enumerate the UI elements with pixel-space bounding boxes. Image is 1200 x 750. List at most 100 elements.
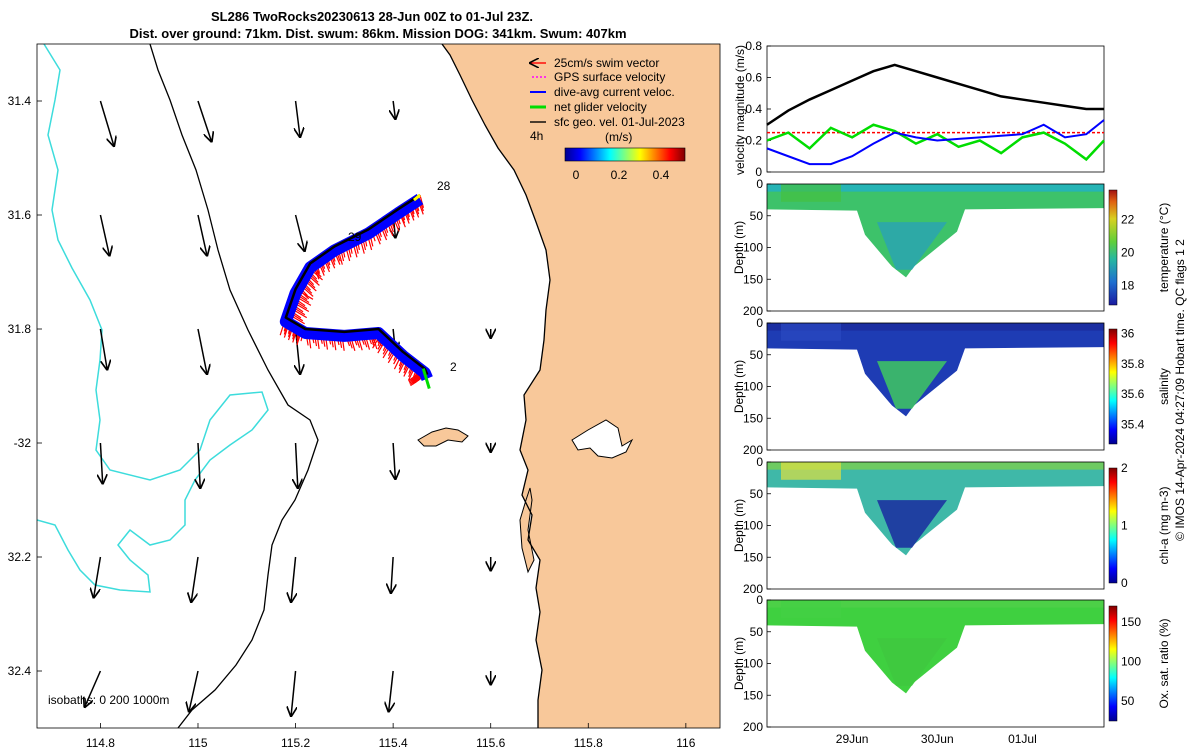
velocity-y-tick-label: 0.8 (745, 39, 762, 53)
section-colorbar-label: chl-a (mg m-3) (1157, 486, 1171, 564)
section-y-tick-label: 200 (743, 443, 763, 457)
legend-dive-avg-current: dive-avg current veloc. (554, 85, 675, 99)
section-colorbar-tick: 150 (1121, 615, 1141, 629)
geo-velocity-arrow (99, 328, 107, 370)
legend-gps-velocity: GPS surface velocity (554, 70, 665, 84)
section-left-patch (781, 462, 841, 480)
section-colorbar-tick: 0 (1121, 576, 1128, 590)
section-colorbar (1108, 189, 1118, 306)
section-y-tick-label: 0 (756, 316, 763, 330)
section-y-tick-label: 50 (750, 209, 764, 223)
section-y-tick-label: 100 (743, 241, 763, 255)
velocity-panel: 0 0.2 0.4 0.6 0.8 velocity magnitude (m/s) (733, 39, 1105, 179)
geo-velocity-arrow (291, 670, 296, 716)
garden-island (519, 487, 535, 574)
geo-velocity-arrow (99, 214, 109, 256)
velocity-y-tick-label: 0.2 (745, 134, 762, 148)
section-colorbar-tick: 18 (1121, 278, 1135, 292)
velocity-series-line (766, 63, 1104, 126)
velocity-ylabel: velocity magnitude (m/s) (733, 45, 747, 175)
geo-velocity-arrow (393, 442, 395, 479)
rottnest-island (417, 427, 469, 447)
section-colorbar-tick: 35.6 (1121, 387, 1145, 401)
section-y-tick-label: 50 (750, 348, 764, 362)
section-colorbar-tick: 50 (1121, 694, 1135, 708)
glider-track (284, 194, 429, 376)
map-colorbar (564, 147, 686, 162)
track-label-start: 28 (437, 179, 451, 193)
geo-velocity-arrow (85, 670, 102, 707)
section-colorbar-tick: 2 (1121, 461, 1128, 475)
salinity-section: 0 50 100 150 200 Depth (m) 35.4 35.6 35.8 36 salin… (732, 316, 1171, 457)
geo-velocity-arrow (296, 328, 301, 374)
geo-velocity-arrow (197, 214, 207, 256)
geo-velocity-arrow (197, 100, 212, 142)
geo-velocity-arrow (100, 442, 102, 484)
oxygen-section: 0 50 100 150 200 Depth (m) 50 100 150 Ox. sat. ra… (732, 593, 1171, 734)
map-panel (37, 44, 720, 728)
map-x-tick-label: 116 (676, 736, 695, 750)
velocity-y-tick-label: 0.6 (745, 71, 762, 85)
geo-velocity-arrow (99, 100, 114, 146)
section-ylabel: Depth (m) (732, 360, 746, 413)
isobath-1000 (37, 44, 269, 593)
start-marker (413, 193, 421, 202)
geo-velocity-arrow (191, 556, 199, 602)
map-y-tick-label: 32.4 (8, 664, 32, 678)
map-x-tick-label: 115 (188, 736, 207, 750)
map-y-tick-label: 31.8 (8, 322, 32, 336)
legend-geo-velocity: sfc geo. vel. 01-Jul-2023 (554, 115, 685, 129)
section-colorbar-tick: 36 (1121, 327, 1135, 341)
footer-credit: © IMOS 14-Apr-2024 04:27:09 Hobart time.… (1173, 239, 1187, 541)
section-surface-layer (767, 184, 1104, 192)
map-y-tick-label: 31.4 (8, 94, 32, 108)
section-surface-layer (767, 323, 1104, 331)
section-colorbar-label: Ox. sat. ratio (%) (1157, 618, 1171, 708)
velocity-series-line (766, 123, 1105, 162)
section-deep-patch (877, 222, 947, 270)
geo-velocity-arrow (189, 670, 199, 712)
section-y-tick-label: 200 (743, 582, 763, 596)
section-ylabel: Depth (m) (732, 637, 746, 690)
time-x-tick-label: 30Jun (921, 732, 954, 746)
chart-title-line1: SL286 TwoRocks20230613 28-Jun 00Z to 01-… (211, 9, 533, 24)
chart-title-line2: Dist. over ground: 71km. Dist. swum: 86k… (129, 26, 626, 41)
geo-velocity-arrow (391, 556, 393, 593)
section-deep-patch (877, 500, 947, 548)
section-ylabel: Depth (m) (732, 499, 746, 552)
isobath-200 (149, 44, 319, 728)
section-colorbar-tick: 1 (1121, 519, 1128, 533)
map-y-ticks: 31.4 31.6 31.8 -32 32.2 32.4 (8, 94, 42, 678)
map-x-ticks: 114.8 115 115.2 115.4 115.6 115.8 116 (86, 723, 696, 750)
map-x-tick-label: 115.6 (476, 736, 505, 750)
geo-velocity-arrows (85, 100, 491, 716)
section-y-tick-label: 150 (743, 272, 763, 286)
section-colorbar-tick: 35.4 (1121, 417, 1145, 431)
section-y-tick-label: 100 (743, 380, 763, 394)
section-y-tick-label: 50 (750, 487, 764, 501)
geo-velocity-arrow (296, 442, 298, 488)
section-deep-patch (877, 638, 947, 686)
velocity-series-line (766, 119, 1105, 166)
velocity-y-tick-label: 0 (755, 165, 762, 179)
map-x-tick-label: 115.4 (379, 736, 408, 750)
section-left-patch (781, 323, 841, 341)
section-y-tick-label: 0 (756, 593, 763, 607)
section-colorbar-label: temperature (°C) (1157, 203, 1171, 293)
map-y-tick-label: 32.2 (8, 550, 32, 564)
section-left-patch (781, 184, 841, 202)
bay-island (571, 419, 634, 459)
map-y-tick-label: -32 (14, 436, 32, 450)
section-y-tick-label: 0 (756, 177, 763, 191)
section-y-tick-label: 200 (743, 304, 763, 318)
track-label-end: 2 (450, 360, 457, 374)
map-x-tick-label: 114.8 (86, 736, 115, 750)
velocity-frame (766, 45, 1105, 173)
geo-velocity-arrow (291, 556, 296, 602)
map-x-tick-label: 115.8 (574, 736, 603, 750)
legend-scale-label: 4h (530, 129, 543, 143)
section-colorbar (1108, 467, 1118, 584)
section-colorbar-label: salinity (1157, 368, 1171, 405)
section-y-tick-label: 0 (756, 455, 763, 469)
